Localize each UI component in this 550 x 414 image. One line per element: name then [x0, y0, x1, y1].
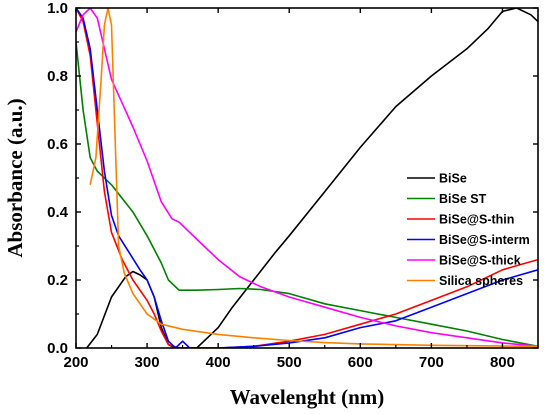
y-tick-label: 0.2 [47, 272, 68, 289]
x-tick-label: 800 [490, 354, 515, 371]
series-layer [76, 8, 538, 348]
legend-label: Silica spheres [439, 274, 523, 288]
legend: BiSe BiSe ST BiSe@S-thin BiSe@S-interm BiSe@… [407, 172, 530, 288]
legend-label: BiSe@S-interm [439, 233, 530, 247]
y-tick-label: 0.8 [47, 68, 68, 85]
x-tick-label: 400 [206, 354, 231, 371]
y-tick-label: 1.0 [47, 0, 68, 17]
x-tick-label: 600 [348, 354, 373, 371]
legend-label: BiSe@S-thick [439, 254, 521, 268]
x-tick-label: 500 [277, 354, 302, 371]
series-line-bise-s-interm [76, 8, 538, 348]
x-axis-title: Wavelenght (nm) [230, 385, 385, 409]
legend-label: BiSe@S-thin [439, 213, 514, 227]
y-tick-label: 0.6 [47, 136, 68, 153]
series-line-bise [86, 8, 538, 348]
series-line-bise-s-thick [76, 8, 538, 348]
y-tick-label: 0.0 [47, 340, 68, 357]
series-line-bise-st [76, 41, 538, 348]
series-line-bise-s-thin [76, 8, 538, 348]
y-axis-title: Absorbance (a.u.) [3, 98, 27, 257]
legend-label: BiSe ST [439, 192, 487, 206]
x-tick-label: 200 [63, 354, 88, 371]
legend-label: BiSe [439, 172, 467, 186]
x-tick-label: 700 [419, 354, 444, 371]
y-tick-label: 0.4 [47, 204, 69, 221]
x-tick-label: 300 [135, 354, 160, 371]
ticks-layer [75, 7, 538, 349]
tick-labels: 200 300 400 500 600 700 800 0.0 0.2 0.4 0.6 0.8 1.0 [47, 0, 515, 371]
series-line-silica-spheres [89, 8, 538, 348]
